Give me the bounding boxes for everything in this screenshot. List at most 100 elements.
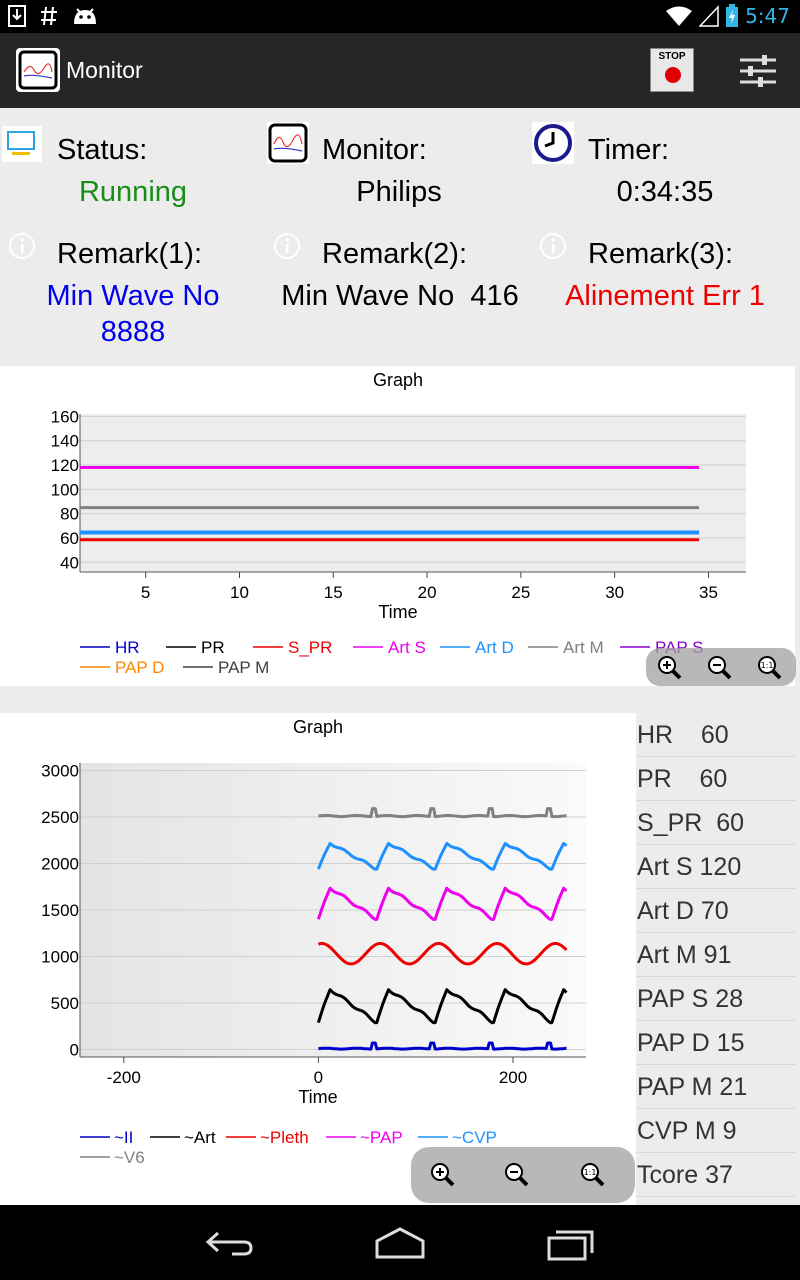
monitor-device-icon [267, 122, 309, 164]
list-item[interactable]: S_PR 60 [636, 801, 796, 845]
status-bar: 5:47 [0, 0, 800, 33]
legend-label: ~II [114, 1128, 133, 1147]
remark3-label: Remark(3): [588, 238, 734, 270]
timer-clock-icon [532, 122, 574, 164]
record-dot-icon [665, 67, 681, 83]
list-item[interactable]: PAP M 21 [636, 1065, 796, 1109]
zoom-out-icon[interactable] [501, 1159, 531, 1189]
x-tick-label: -200 [107, 1068, 141, 1087]
timer-value: 0:34:35 [616, 176, 714, 208]
y-tick-label: 40 [60, 553, 79, 572]
zoom-reset-icon[interactable]: 1:1 [577, 1159, 607, 1189]
back-icon[interactable] [204, 1229, 254, 1257]
trend-chart: Graph 40 60 80 100 120 140 160 5 10 15 20 25 30 35 Time… [51, 370, 746, 677]
waveform-pap [316, 886, 568, 921]
plot-area [80, 414, 746, 572]
android-debug-icon [74, 8, 96, 24]
zoom-in-icon[interactable] [427, 1159, 457, 1189]
app-logo-icon[interactable] [16, 48, 60, 92]
waveform-cvp [317, 842, 568, 871]
chart-title: Graph [373, 370, 423, 390]
x-tick-label: 200 [499, 1068, 527, 1087]
legend-label: Art M [563, 638, 604, 657]
stop-button[interactable]: STOP [650, 48, 694, 92]
x-tick-label: 5 [141, 583, 150, 602]
status-value: Running [78, 176, 188, 208]
list-item[interactable]: CVP M 9 [636, 1109, 796, 1153]
zoom-in-icon[interactable] [654, 652, 684, 682]
download-icon [8, 5, 26, 27]
y-tick-label: 2000 [41, 854, 79, 873]
legend-label: ~V6 [114, 1148, 145, 1167]
y-tick-label: 160 [51, 407, 79, 426]
remark1-value-line1: Min Wave No [46, 280, 220, 312]
waveform-ii [318, 1041, 567, 1051]
svg-text:1:1: 1:1 [584, 1168, 597, 1177]
x-tick-label: 20 [418, 583, 437, 602]
list-item[interactable]: PR 60 [636, 757, 796, 801]
cell-signal-icon [699, 5, 719, 27]
legend-label: HR [115, 638, 140, 657]
waveform-graph[interactable]: Graph 0 500 1000 1500 2000 2500 3000 -200 0 200 Tim… [0, 713, 636, 1205]
legend-label: Art S [388, 638, 426, 657]
legend-label: PR [201, 638, 225, 657]
zoom-reset-icon[interactable]: 1:1 [754, 652, 784, 682]
y-tick-label: 2500 [41, 808, 79, 827]
x-tick-label: 35 [699, 583, 718, 602]
waveform-chart: Graph 0 500 1000 1500 2000 2500 3000 -200 0 200 Tim… [41, 717, 586, 1167]
list-item[interactable]: Art S 120 [636, 845, 796, 889]
legend-label: ~Pleth [260, 1128, 309, 1147]
y-tick-label: 3000 [41, 761, 79, 780]
x-axis-label: Time [378, 602, 417, 622]
remark1-value-line2: 8888 [100, 316, 166, 348]
hash-icon [41, 6, 57, 26]
waveform-art [316, 988, 568, 1025]
list-item[interactable]: PAP S 28 [636, 977, 796, 1021]
x-axis-label: Time [298, 1087, 337, 1107]
monitor-screen-icon [2, 126, 42, 162]
battery-icon [726, 4, 739, 27]
legend-label: PAP M [218, 658, 269, 677]
y-tick-label: 80 [60, 505, 79, 524]
action-bar: Monitor STOP [0, 33, 800, 108]
remark2-label: Remark(2): [322, 238, 468, 270]
list-item[interactable]: Tcore 37 [636, 1153, 796, 1197]
zoom-out-icon[interactable] [704, 652, 734, 682]
list-item[interactable]: Art M 91 [636, 933, 796, 977]
y-tick-label: 500 [51, 994, 79, 1013]
monitor-value: Philips [356, 176, 442, 208]
y-tick-label: 120 [51, 456, 79, 475]
y-tick-label: 0 [70, 1041, 79, 1060]
list-item[interactable]: PAP D 15 [636, 1021, 796, 1065]
list-item[interactable]: HR 60 [636, 713, 796, 757]
y-tick-label: 140 [51, 432, 79, 451]
svg-text:1:1: 1:1 [761, 661, 774, 670]
y-tick-label: 1000 [41, 948, 79, 967]
navigation-bar [0, 1205, 800, 1280]
y-tick-label: 100 [51, 480, 79, 499]
y-tick-label: 60 [60, 529, 79, 548]
timer-label: Timer: [588, 134, 670, 166]
legend-label: ~PAP [360, 1128, 403, 1147]
info-icon [274, 233, 300, 259]
remark1-label: Remark(1): [57, 238, 203, 270]
chart-title: Graph [293, 717, 343, 737]
list-item[interactable]: Art D 70 [636, 889, 796, 933]
x-tick-label: 0 [314, 1068, 323, 1087]
info-panel: Status: Running Monitor: Philips Timer: … [0, 108, 800, 366]
legend-label: ~Art [184, 1128, 216, 1147]
y-tick-label: 1500 [41, 901, 79, 920]
app-title: Monitor [66, 57, 143, 83]
x-tick-label: 30 [605, 583, 624, 602]
home-icon[interactable] [374, 1227, 426, 1259]
recent-apps-icon[interactable] [546, 1227, 596, 1261]
trend-graph[interactable]: Graph 40 60 80 100 120 140 160 5 10 15 20 25 30 35 Time… [0, 366, 796, 686]
monitor-label: Monitor: [322, 134, 427, 166]
x-tick-label: 10 [230, 583, 249, 602]
waveform-v6 [318, 807, 567, 819]
stop-label: STOP [658, 51, 686, 62]
trend-zoom-controls: 1:1 [646, 648, 796, 686]
x-tick-label: 15 [324, 583, 343, 602]
settings-sliders-icon[interactable] [738, 53, 778, 89]
info-icon [9, 233, 35, 259]
